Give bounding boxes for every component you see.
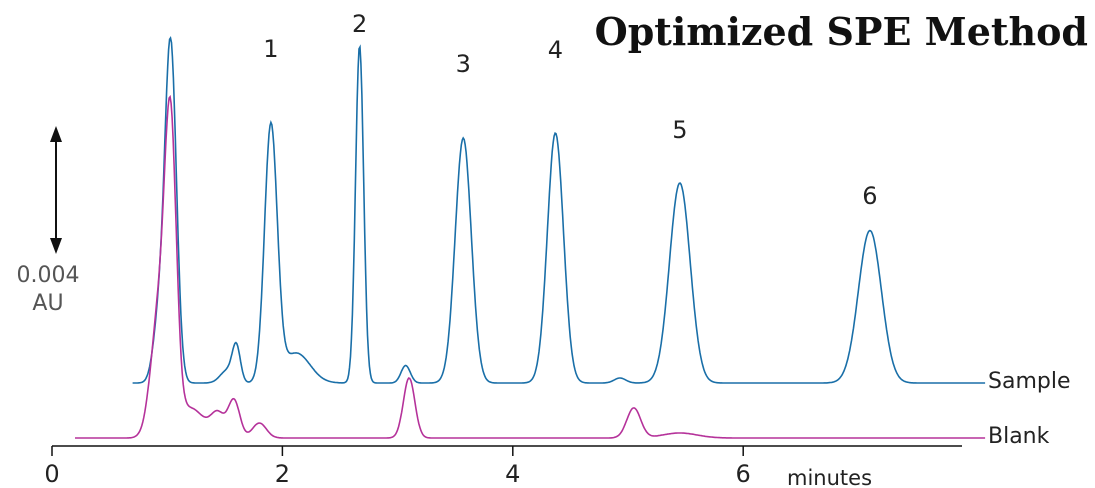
series-label-blank: Blank — [988, 424, 1050, 449]
x-tick-label: 6 — [736, 460, 751, 488]
peak-labels: 1 2 3 4 5 6 — [263, 10, 877, 210]
peak-label-3: 3 — [456, 50, 471, 78]
x-tick-label: 0 — [44, 460, 59, 488]
peak-label-6: 6 — [862, 182, 877, 210]
series-label-sample: Sample — [988, 369, 1071, 394]
trace-blank — [75, 94, 986, 439]
traces: Sample Blank — [75, 36, 1071, 449]
x-tick-label: 4 — [505, 460, 520, 488]
scale-bar: 0.004 AU — [17, 126, 80, 316]
peak-label-4: 4 — [548, 36, 563, 64]
peak-label-1: 1 — [263, 35, 278, 63]
peak-label-2: 2 — [352, 10, 367, 38]
x-axis-label: minutes — [787, 466, 872, 488]
trace-sample — [132, 36, 986, 384]
peak-label-5: 5 — [672, 116, 687, 144]
scale-bar-unit: AU — [32, 291, 63, 316]
scale-bar-arrow-down-icon — [50, 238, 62, 254]
scale-bar-value: 0.004 — [17, 263, 80, 288]
scale-bar-arrow-up-icon — [50, 126, 62, 142]
x-axis: 0 2 4 6 — [44, 445, 962, 488]
x-tick-label: 2 — [275, 460, 290, 488]
chart-title: Optimized SPE Method — [595, 9, 1088, 54]
